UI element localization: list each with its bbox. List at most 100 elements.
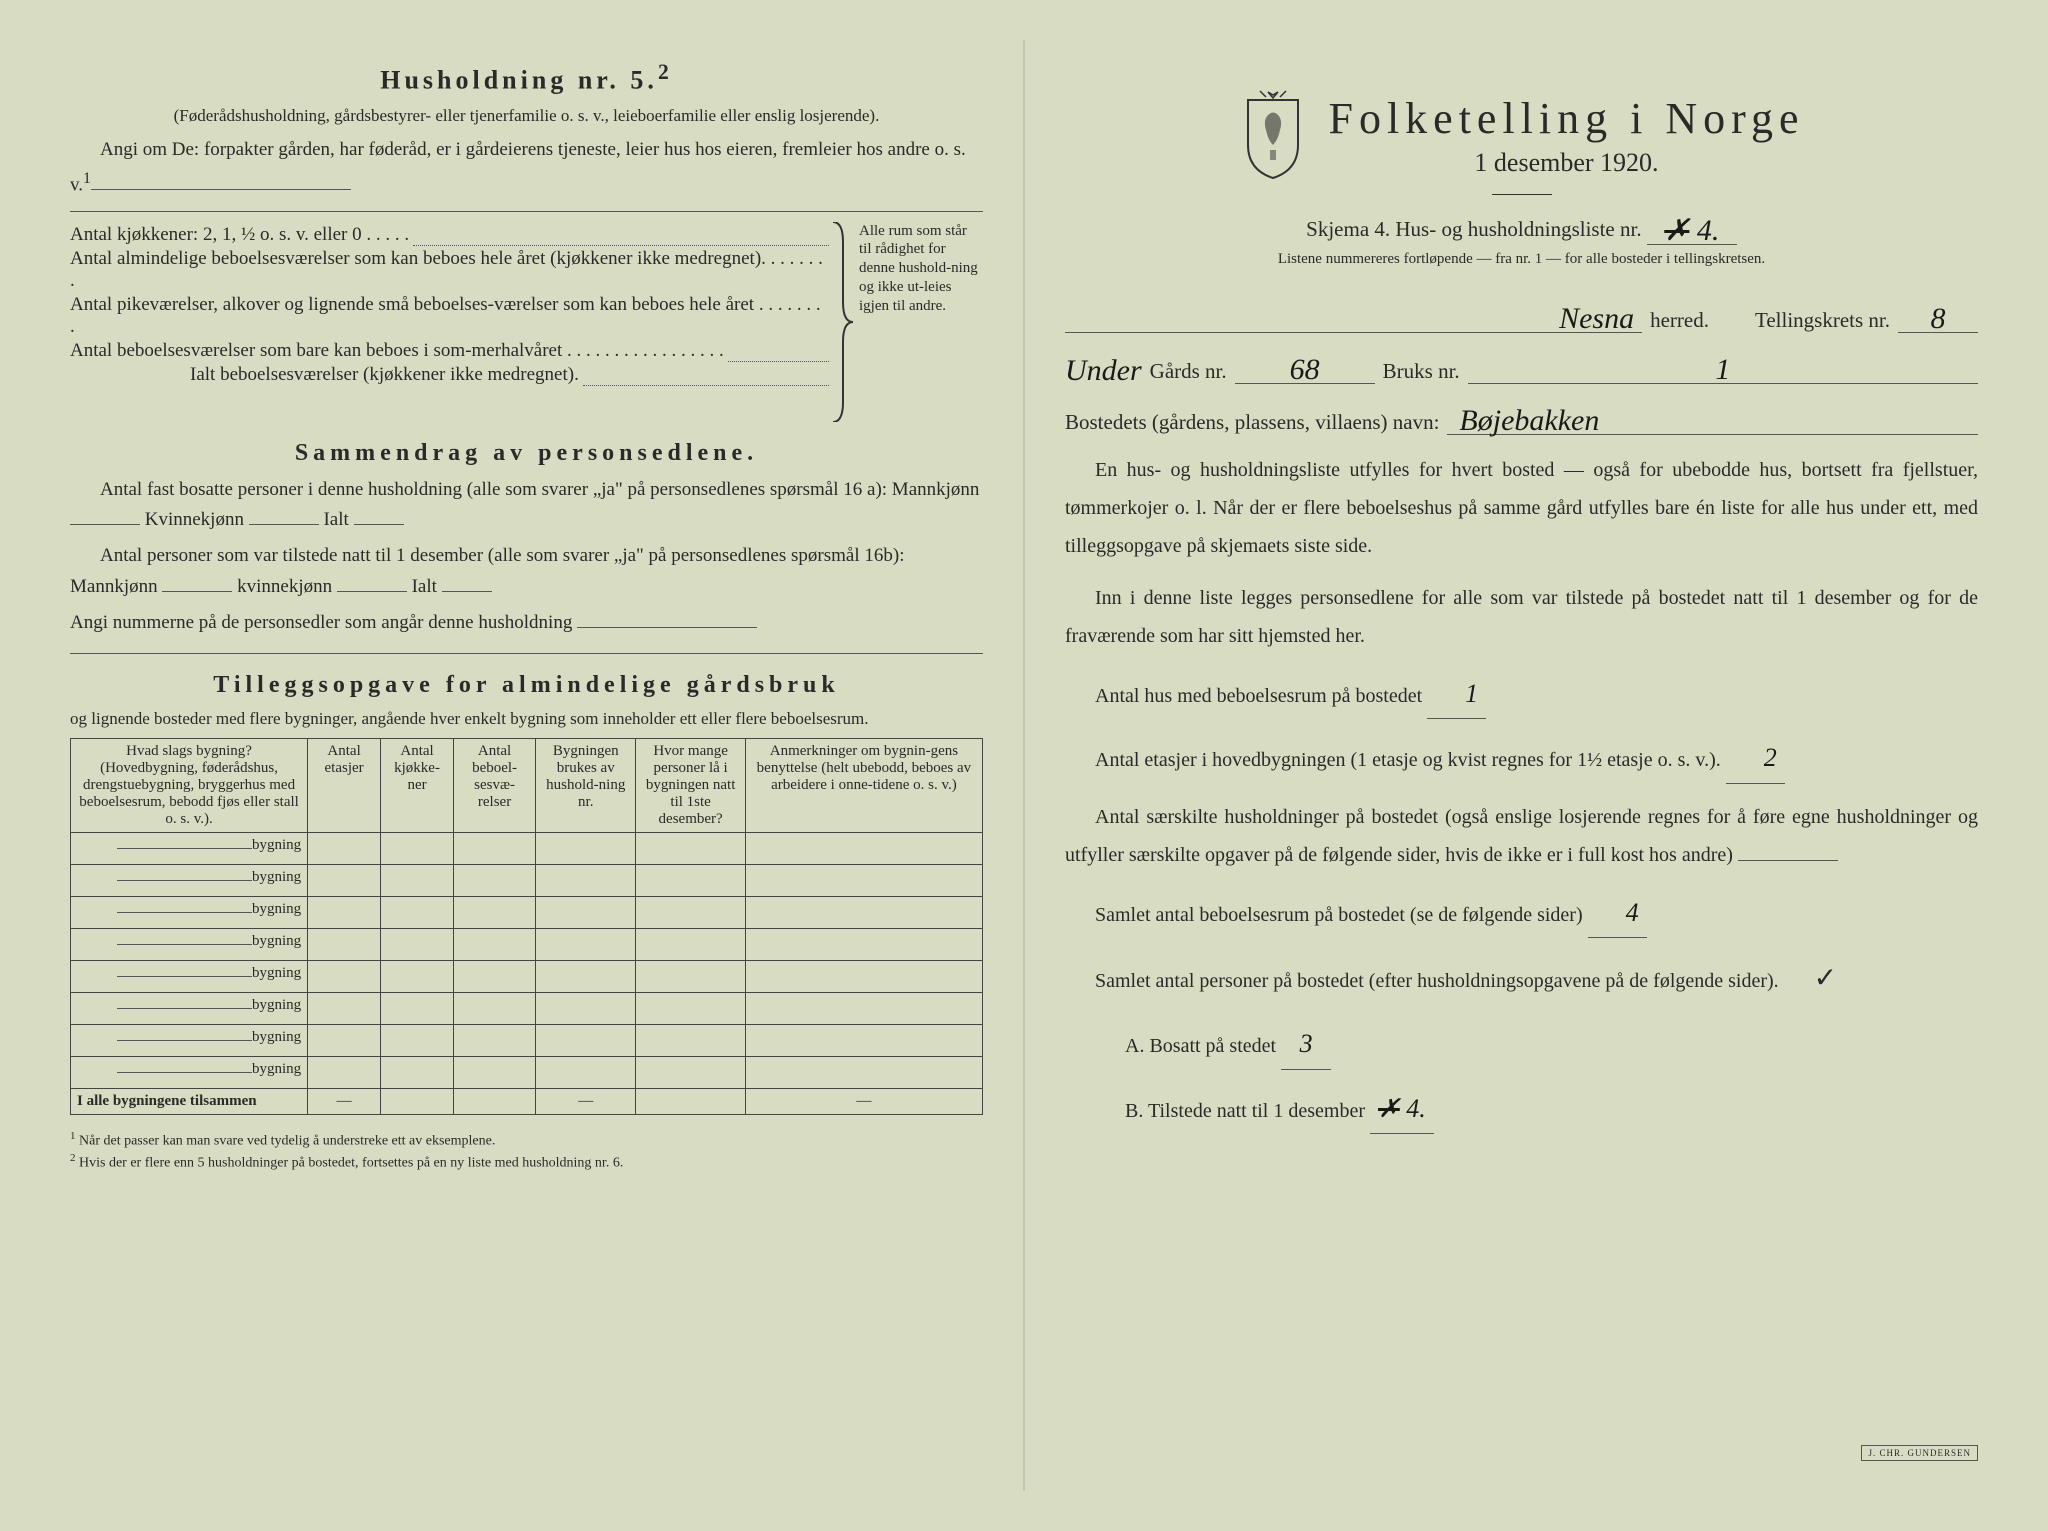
th-2: Antal kjøkke-ner <box>381 739 454 833</box>
table-row: bygning <box>71 865 983 897</box>
listene-note: Listene nummereres fortløpende — fra nr.… <box>1065 251 1978 268</box>
ialt-label2: Ialt <box>412 576 437 597</box>
rooms3-row: Antal beboelsesværelser som bare kan beb… <box>70 340 829 362</box>
table-footer-row: I alle bygningene tilsammen — — — <box>71 1089 983 1115</box>
sammendrag-line2: Antal personer som var tilstede natt til… <box>70 541 983 602</box>
list-nr-field: ✗ 4. <box>1647 209 1737 245</box>
table-cell <box>308 993 381 1025</box>
kitchens-label: Antal kjøkkener: 2, 1, ½ o. s. v. eller … <box>70 224 409 246</box>
b-value-text: 4. <box>1406 1094 1426 1123</box>
under-label: Under <box>1065 354 1142 388</box>
a-label: A. Bosatt på stedet <box>1125 1035 1276 1057</box>
skjema-line: Skjema 4. Hus- og husholdningsliste nr. … <box>1065 209 1978 245</box>
bygning-cell: bygning <box>71 993 308 1025</box>
antal-etasjer-value: 2 <box>1764 743 1777 772</box>
table-cell <box>454 865 536 897</box>
table-header-row: Hvad slags bygning? (Hovedbygning, føder… <box>71 739 983 833</box>
list-nr-value: ✗ 4. <box>1664 213 1719 248</box>
antal-hus-label: Antal hus med beboelsesrum på bostedet <box>1095 685 1422 707</box>
footnotes: 1 Når det passer kan man svare ved tydel… <box>70 1129 983 1173</box>
intro-paren: (Føderådshusholdning, gårdsbestyrer- ell… <box>70 104 983 128</box>
saerskilte-label: Antal særskilte husholdninger på bostede… <box>1065 806 1978 866</box>
table-row: bygning <box>71 961 983 993</box>
bruks-label: Bruks nr. <box>1383 359 1460 384</box>
left-page: Husholdning nr. 5.2 (Føderådshusholdning… <box>30 40 1025 1491</box>
list-nr-text: 4. <box>1697 214 1720 247</box>
th-4: Bygningen brukes av hushold-ning nr. <box>536 739 636 833</box>
table-cell <box>636 993 745 1025</box>
antal-hus-field: 1 <box>1427 669 1486 719</box>
angi-nummer-row: Angi nummerne på de personsedler som ang… <box>70 608 983 638</box>
gards-field: 68 <box>1235 349 1375 384</box>
table-row: bygning <box>71 897 983 929</box>
divider-1 <box>1492 194 1552 195</box>
bygning-cell: bygning <box>71 1025 308 1057</box>
curly-bracket <box>829 222 853 422</box>
gards-value: 68 <box>1290 353 1320 387</box>
coat-of-arms-icon <box>1238 90 1308 180</box>
bygning-cell: bygning <box>71 961 308 993</box>
bosted-row: Bostedets (gårdens, plassens, villaens) … <box>1065 400 1978 435</box>
bygning-cell: bygning <box>71 833 308 865</box>
angi-nummer-blank <box>577 627 757 628</box>
a-row: A. Bosatt på stedet 3 <box>1065 1019 1978 1069</box>
rooms-total-row: Ialt beboelsesværelser (kjøkkener ikke m… <box>70 364 829 386</box>
list-nr-strike: ✗ <box>1664 214 1689 247</box>
table-cell <box>636 897 745 929</box>
sammendrag-title: Sammendrag av personsedlene. <box>70 440 983 467</box>
bruks-value: 1 <box>1715 353 1730 387</box>
bosted-label: Bostedets (gårdens, plassens, villaens) … <box>1065 410 1439 435</box>
table-cell <box>745 929 982 961</box>
tellingskrets-value: 8 <box>1931 302 1946 336</box>
para1: En hus- og husholdningsliste utfylles fo… <box>1065 451 1978 565</box>
b-value: ✗ 4. <box>1378 1094 1426 1123</box>
table-cell <box>636 865 745 897</box>
table-cell <box>745 865 982 897</box>
table-cell <box>536 833 636 865</box>
b-row: B. Tilstede natt til 1 desember ✗ 4. <box>1065 1084 1978 1134</box>
table-cell <box>454 961 536 993</box>
kitchens-row: Antal kjøkkener: 2, 1, ½ o. s. v. eller … <box>70 224 829 246</box>
bosted-field: Bøjebakken <box>1447 400 1978 435</box>
table-cell <box>745 897 982 929</box>
intro-blank <box>91 189 351 190</box>
tf-dash2: — <box>536 1089 636 1115</box>
table-cell <box>745 993 982 1025</box>
household-title: Husholdning nr. 5.2 <box>70 60 983 96</box>
tf-dash1: — <box>308 1089 381 1115</box>
table-cell <box>454 833 536 865</box>
footnote-2: 2 Hvis der er flere enn 5 husholdninger … <box>70 1151 983 1173</box>
samlet-beboelse-value: 4 <box>1626 898 1639 927</box>
gards-label: Gårds nr. <box>1150 359 1227 384</box>
th-0: Hvad slags bygning? (Hovedbygning, føder… <box>71 739 308 833</box>
household-title-sup: 2 <box>658 60 673 84</box>
household-title-text: Husholdning nr. 5. <box>380 66 658 95</box>
tillegg-sub: og lignende bosteder med flere bygninger… <box>70 707 983 731</box>
table-cell <box>308 929 381 961</box>
table-cell <box>381 897 454 929</box>
rooms3-blank <box>728 361 829 362</box>
tf-c5 <box>636 1089 745 1115</box>
bruks-field: 1 <box>1468 349 1978 384</box>
tf-c2 <box>381 1089 454 1115</box>
rule-2 <box>70 653 983 654</box>
rooms-total-blank <box>583 385 829 386</box>
skjema-label: Skjema 4. Hus- og husholdningsliste nr. <box>1306 217 1641 241</box>
para2: Inn i denne liste legges personsedlene f… <box>1065 579 1978 655</box>
table-row: bygning <box>71 1057 983 1089</box>
table-row: bygning <box>71 1025 983 1057</box>
samlet-personer-label: Samlet antal personer på bostedet (efter… <box>1095 970 1779 992</box>
table-row: bygning <box>71 993 983 1025</box>
kvinne-label1: Kvinnekjønn <box>145 509 244 530</box>
ialt-blank1 <box>354 524 404 525</box>
herred-row: Nesna herred. Tellingskrets nr. 8 <box>1065 298 1978 333</box>
table-cell <box>454 993 536 1025</box>
table-cell <box>454 1025 536 1057</box>
table-cell <box>381 833 454 865</box>
table-cell <box>636 1025 745 1057</box>
intro-sup: 1 <box>83 170 91 187</box>
table-cell <box>454 929 536 961</box>
ialt-blank2 <box>442 591 492 592</box>
table-cell <box>536 961 636 993</box>
intro-line: Angi om De: forpakter gården, har føderå… <box>70 135 983 200</box>
